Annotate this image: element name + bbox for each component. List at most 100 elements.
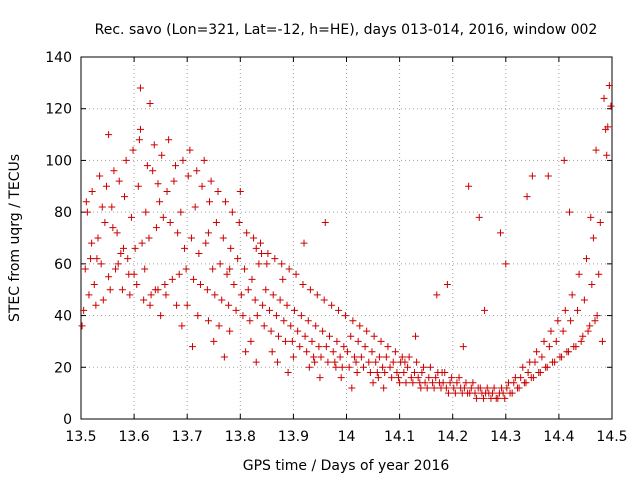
data-point (489, 389, 497, 397)
data-point (425, 374, 433, 382)
data-point (499, 389, 507, 397)
data-point (141, 265, 149, 273)
data-point (175, 270, 183, 278)
data-point (357, 353, 365, 361)
x-tick-label: 14.2 (437, 429, 468, 445)
data-point (246, 317, 254, 325)
data-point (313, 291, 321, 299)
data-point (418, 368, 426, 376)
data-point (145, 234, 153, 242)
data-point (158, 151, 166, 159)
data-point (386, 363, 394, 371)
data-point (356, 322, 364, 330)
data-point (465, 182, 473, 190)
data-point (179, 156, 187, 164)
data-point (494, 394, 502, 402)
x-tick-label: 14.1 (384, 429, 415, 445)
data-point (341, 312, 349, 320)
data-point (374, 374, 382, 382)
data-point (204, 317, 212, 325)
data-point (247, 337, 255, 345)
data-point (129, 146, 137, 154)
data-point (203, 286, 211, 294)
data-point (92, 301, 100, 309)
x-tick-label: 13.5 (65, 429, 96, 445)
data-points (78, 81, 615, 402)
data-point (267, 327, 275, 335)
x-tick-label: 13.6 (119, 429, 150, 445)
data-point (319, 327, 327, 335)
data-point (588, 281, 596, 289)
data-point (566, 208, 574, 216)
data-point (226, 327, 234, 335)
data-point (242, 348, 250, 356)
data-point (370, 332, 378, 340)
data-point (297, 312, 305, 320)
data-point (350, 353, 358, 361)
data-point (273, 358, 281, 366)
data-point (110, 167, 118, 175)
data-point (150, 141, 158, 149)
data-point (165, 136, 173, 144)
data-point (432, 374, 440, 382)
data-point (340, 343, 348, 351)
data-point (146, 100, 154, 108)
data-point (85, 291, 93, 299)
data-point (366, 368, 374, 376)
data-point (326, 332, 334, 340)
data-point (178, 322, 186, 330)
data-point (276, 296, 284, 304)
data-point (162, 291, 170, 299)
data-point (300, 239, 308, 247)
y-tick-label: 0 (63, 412, 72, 428)
data-point (517, 374, 525, 382)
data-point (552, 337, 560, 345)
data-point (275, 332, 283, 340)
data-point (455, 374, 463, 382)
data-point (191, 203, 199, 211)
data-point (239, 312, 247, 320)
data-point (230, 281, 238, 289)
data-point (462, 379, 470, 387)
y-tick-label: 60 (54, 257, 72, 273)
data-point (105, 131, 113, 139)
data-point (135, 136, 143, 144)
data-point (124, 255, 132, 263)
data-point (292, 270, 300, 278)
data-point (483, 384, 491, 392)
y-axis-label: STEC from uqrg / TECUs (7, 154, 23, 322)
data-point (258, 250, 266, 258)
data-point (207, 177, 215, 185)
data-point (479, 394, 487, 402)
data-point (216, 260, 224, 268)
data-point (328, 301, 336, 309)
data-point (306, 286, 314, 294)
data-point (373, 368, 381, 376)
data-point (121, 193, 129, 201)
data-point (508, 389, 516, 397)
data-point (181, 244, 189, 252)
data-point (105, 273, 113, 281)
data-point (354, 337, 362, 345)
data-point (446, 379, 454, 387)
data-point (94, 234, 102, 242)
data-point (522, 379, 530, 387)
data-point (237, 291, 245, 299)
data-point (442, 384, 450, 392)
data-point (174, 229, 182, 237)
data-point (218, 296, 226, 304)
data-point (241, 265, 249, 273)
data-point (600, 94, 608, 102)
data-point (476, 384, 484, 392)
data-point (459, 343, 467, 351)
data-point (336, 353, 344, 361)
data-point (166, 218, 174, 226)
data-point (99, 296, 107, 304)
data-point (554, 317, 562, 325)
data-point (134, 182, 142, 190)
data-point (365, 358, 373, 366)
data-point (324, 358, 332, 366)
data-point (402, 379, 410, 387)
data-point (252, 358, 260, 366)
data-point (540, 337, 548, 345)
